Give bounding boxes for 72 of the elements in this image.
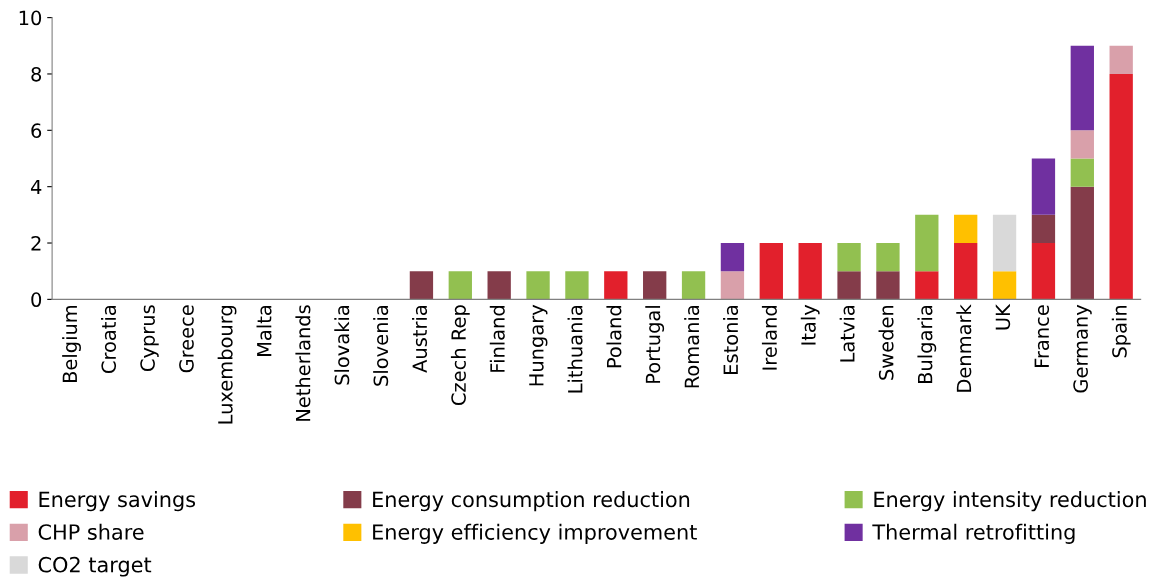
bar (992, 271, 1017, 300)
bar (954, 214, 978, 244)
y-tick-label: 10 (19, 10, 42, 26)
bar (409, 271, 434, 300)
x-tick-label: Lithuania (567, 305, 583, 393)
y-tick-label: 8 (31, 66, 42, 82)
bar (1031, 243, 1056, 300)
bar (720, 243, 745, 272)
y-tick-label: 2 (31, 235, 41, 251)
x-tick-label: UK (995, 303, 1011, 330)
legend-label: CO2 target (38, 556, 152, 577)
bar (837, 243, 861, 272)
x-tick-label: Austria (412, 305, 428, 373)
legend-label: Energy savings (39, 491, 196, 512)
x-tick-label: Croatia (101, 306, 117, 374)
y-tick-label: 6 (31, 123, 42, 138)
x-tick-label: Netherlands (295, 305, 311, 421)
x-tick-label: Sweden (878, 305, 894, 380)
x-tick-label: Cyprus (140, 305, 159, 372)
bar (1070, 158, 1094, 187)
x-tick-label: Bulgaria (917, 306, 937, 383)
bar (798, 243, 822, 300)
bar (876, 271, 900, 300)
x-tick-label: Estonia (723, 305, 739, 374)
x-tick-label: France (1034, 305, 1050, 367)
y-tick-label: 4 (30, 179, 42, 195)
bar (448, 271, 472, 300)
bar (720, 271, 745, 300)
x-tick-label: Czech Rep (450, 305, 470, 406)
bar (837, 271, 861, 300)
legend-label: Energy efficiency improvement (373, 523, 697, 544)
bar (604, 271, 628, 300)
bar (759, 243, 783, 300)
bar (487, 271, 511, 300)
x-tick-label: Luxembourg (217, 306, 237, 424)
bar (876, 243, 900, 272)
bar (565, 271, 589, 300)
x-tick-label: Spain (1111, 305, 1131, 358)
bar (1031, 214, 1056, 244)
bar (915, 271, 939, 300)
legend-label: Energy consumption reduction (373, 491, 690, 512)
x-tick-label: Malta (256, 306, 272, 356)
x-tick-label: Finland (489, 306, 505, 372)
bar (1031, 158, 1056, 215)
x-tick-label: Italy (800, 304, 820, 345)
legend-label: Thermal retrofitting (872, 523, 1075, 544)
bar (1070, 186, 1094, 300)
bar (526, 271, 550, 300)
x-tick-label: Slovakia (334, 306, 350, 385)
x-tick-label: Germany (1073, 304, 1092, 393)
x-tick-label: Portugal (645, 306, 665, 383)
x-tick-label: Hungary (529, 304, 548, 386)
y-tick-label: 0 (31, 292, 42, 308)
bar (992, 214, 1017, 272)
x-tick-label: Greece (179, 305, 194, 373)
legend-label: CHP share (38, 523, 144, 540)
x-tick-label: Latvia (839, 306, 855, 362)
bar (681, 271, 706, 300)
x-tick-label: Ireland (761, 306, 777, 370)
bar (954, 243, 978, 300)
bar (1109, 45, 1133, 74)
bar (1070, 45, 1094, 131)
x-tick-label: Romania (684, 306, 700, 388)
x-tick-label: Poland (606, 306, 622, 368)
x-tick-label: Denmark (956, 304, 972, 392)
legend-label: Energy intensity reduction (874, 491, 1146, 512)
x-tick-label: Slovenia (373, 306, 389, 386)
bar (915, 214, 939, 272)
bar (1070, 130, 1094, 159)
bar (1109, 73, 1133, 300)
bar (643, 271, 667, 300)
x-tick-label: Belgium (62, 305, 81, 383)
